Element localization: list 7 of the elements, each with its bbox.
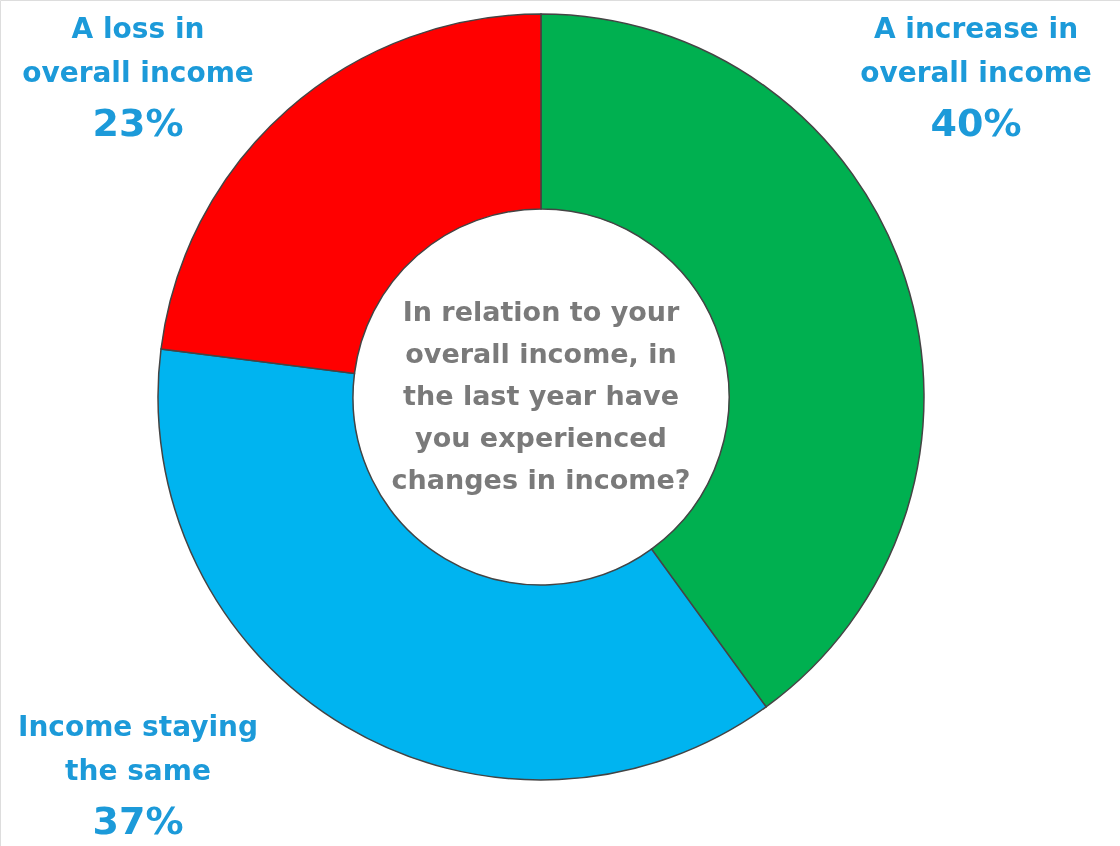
data-label: 23%	[92, 101, 184, 145]
data-label: 37%	[92, 799, 184, 843]
slice-label: Income staying the same	[17, 710, 259, 787]
text: In relation to your overall income, in the last year have you experienced changes in income?	[391, 296, 691, 495]
slice-label: A loss in overall income	[22, 12, 254, 89]
data-label: 40%	[930, 101, 1022, 145]
slice-label: A increase in overall income	[860, 12, 1092, 89]
